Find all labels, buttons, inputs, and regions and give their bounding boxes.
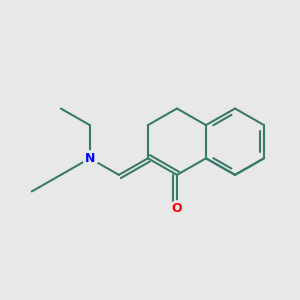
Text: O: O [172, 202, 182, 214]
Text: N: N [85, 152, 95, 165]
